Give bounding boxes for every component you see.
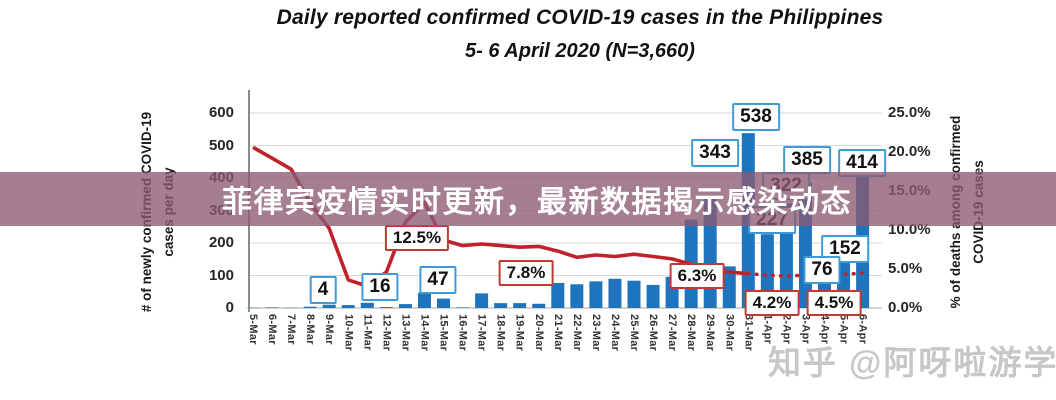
x-label-22-Mar: 22-Mar <box>570 314 583 352</box>
percent-label-12.5%: 12.5% <box>384 225 450 251</box>
chart-title: Daily reported confirmed COVID-19 cases … <box>276 6 884 29</box>
x-label-29-Mar: 29-Mar <box>704 314 717 352</box>
right-tick-25.0%: 25.0% <box>888 104 931 121</box>
bar-10-Mar <box>341 305 355 308</box>
bar-21-Mar <box>551 282 565 308</box>
bar-24-Mar <box>608 278 622 308</box>
bar-15-Mar <box>437 298 450 308</box>
x-label-15-Mar: 15-Mar <box>437 314 450 352</box>
percent-label-7.8%: 7.8% <box>498 260 554 286</box>
x-label-16-Mar: 16-Mar <box>456 314 469 352</box>
x-label-31-Mar: 31-Mar <box>742 314 755 352</box>
left-tick-100: 100 <box>208 266 234 284</box>
headline-banner-text: 菲律宾疫情实时更新，最新数据揭示感染动态 <box>222 186 852 219</box>
right-tick-20.0%: 20.0% <box>888 143 931 160</box>
x-label-10-Mar: 10-Mar <box>342 314 355 352</box>
bar-13-Mar <box>398 304 412 308</box>
bar-20-Mar <box>532 303 546 308</box>
bar-30-Mar <box>722 266 736 308</box>
bar-12-Mar <box>379 307 393 308</box>
x-label-3-Apr: 3-Apr <box>799 314 812 345</box>
cfr-line <box>252 145 749 288</box>
x-label-5-Apr: 5-Apr <box>837 314 850 345</box>
x-label-1-Apr: 1-Apr <box>761 314 774 345</box>
count-label-343: 343 <box>691 139 739 167</box>
count-label-538: 538 <box>732 103 780 131</box>
bar-22-Mar <box>570 284 584 308</box>
bar-14-Mar <box>417 292 431 308</box>
bar-8-Mar <box>303 306 317 308</box>
x-label-18-Mar: 18-Mar <box>494 314 507 352</box>
x-label-24-Mar: 24-Mar <box>608 314 621 352</box>
x-label-26-Mar: 26-Mar <box>647 314 660 352</box>
chart-subtitle: 5- 6 April 2020 (N=3,660) <box>465 40 695 62</box>
bar-6-Mar <box>265 307 279 308</box>
watermark-text: 知乎 @阿呀啦游学 <box>768 344 1056 381</box>
x-label-2-Apr: 2-Apr <box>780 314 793 345</box>
x-label-21-Mar: 21-Mar <box>551 314 564 352</box>
x-label-6-Mar: 6-Mar <box>266 314 279 345</box>
bar-19-Mar <box>513 303 527 308</box>
x-label-25-Mar: 25-Mar <box>628 314 640 352</box>
x-label-5-Mar: 5-Mar <box>247 314 259 345</box>
count-label-4: 4 <box>309 276 337 304</box>
headline-banner: 菲律宾疫情实时更新，最新数据揭示感染动态 <box>0 172 1056 226</box>
left-tick-600: 600 <box>208 104 234 121</box>
count-label-47: 47 <box>419 266 457 294</box>
x-label-11-Mar: 11-Mar <box>361 314 374 351</box>
x-label-9-Mar: 9-Mar <box>323 314 336 345</box>
x-label-13-Mar: 13-Mar <box>399 314 412 352</box>
x-label-27-Mar: 27-Mar <box>666 314 679 352</box>
bar-25-Mar <box>627 280 641 308</box>
percent-label-6.3%: 6.3% <box>669 263 725 289</box>
x-label-4-Apr: 4-Apr <box>818 314 831 345</box>
bar-11-Mar <box>360 302 374 308</box>
x-label-30-Mar: 30-Mar <box>723 314 736 352</box>
percent-label-4.2%: 4.2% <box>744 290 800 316</box>
bar-23-Mar <box>589 281 603 308</box>
count-label-385: 385 <box>783 146 831 174</box>
x-label-12-Mar: 12-Mar <box>380 314 393 352</box>
x-label-28-Mar: 28-Mar <box>685 314 698 352</box>
bar-17-Mar <box>475 293 489 308</box>
x-label-7-Mar: 7-Mar <box>285 314 298 345</box>
percent-label-4.5%: 4.5% <box>806 290 862 316</box>
bar-26-Mar <box>646 284 660 308</box>
bar-1-Apr <box>760 234 774 308</box>
left-tick-200: 200 <box>208 234 234 251</box>
bar-9-Mar <box>322 304 336 308</box>
x-label-17-Mar: 17-Mar <box>475 314 488 352</box>
left-tick-0: 0 <box>225 299 234 316</box>
left-tick-500: 500 <box>208 136 234 154</box>
count-label-152: 152 <box>821 235 869 263</box>
right-tick-5.0%: 5.0% <box>888 260 923 277</box>
x-label-23-Mar: 23-Mar <box>589 314 602 352</box>
bar-18-Mar <box>494 303 508 308</box>
count-label-76: 76 <box>803 256 841 284</box>
bar-16-Mar <box>456 307 470 308</box>
x-label-8-Mar: 8-Mar <box>304 314 317 345</box>
right-tick-0.0%: 0.0% <box>888 299 923 316</box>
x-label-6-Apr: 6-Apr <box>856 314 869 345</box>
x-label-14-Mar: 14-Mar <box>418 314 431 352</box>
count-label-16: 16 <box>361 273 399 301</box>
x-label-20-Mar: 20-Mar <box>532 314 545 352</box>
x-label-19-Mar: 19-Mar <box>513 314 526 352</box>
